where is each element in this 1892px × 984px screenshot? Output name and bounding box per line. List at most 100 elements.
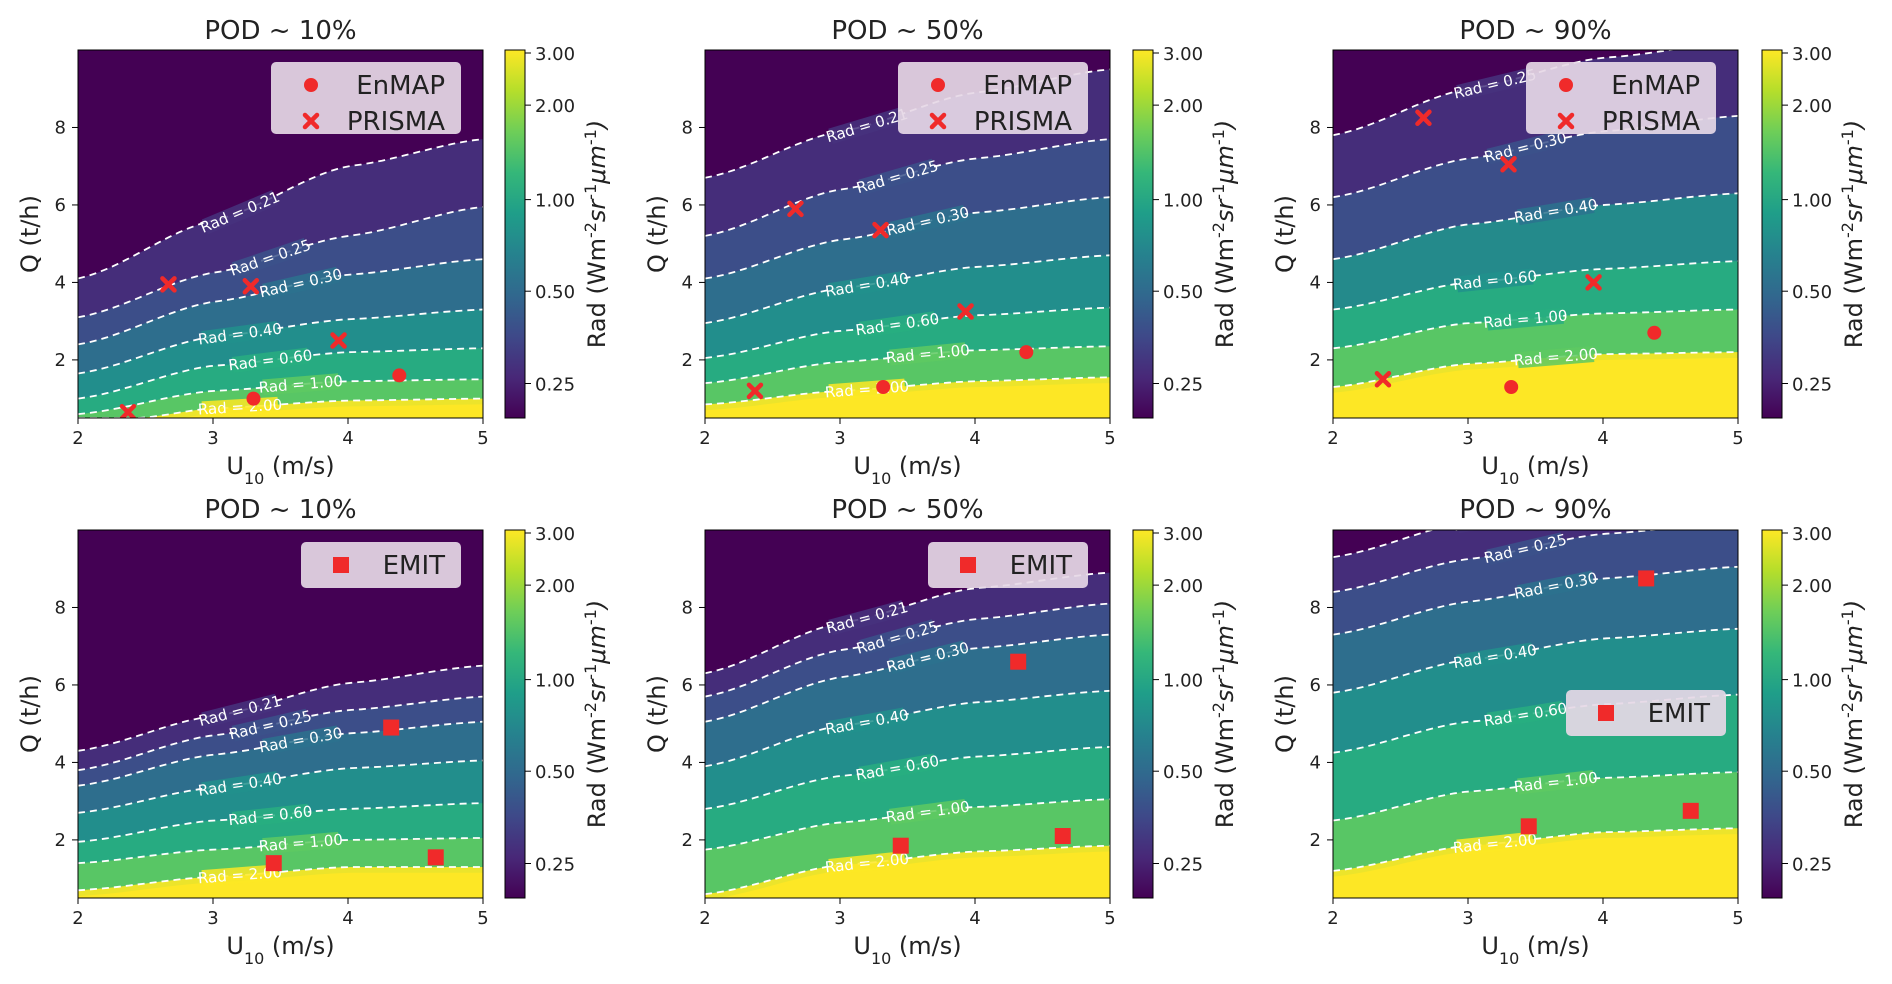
colorbar-tick-label: 0.50 xyxy=(1163,762,1203,783)
legend-label: PRISMA xyxy=(347,107,445,137)
contour-line xyxy=(705,633,1110,723)
colorbar-tick-label: 2.00 xyxy=(535,576,575,597)
axes-frame xyxy=(1332,49,1739,419)
emit-marker xyxy=(1054,828,1071,845)
colorbar-tick-label: 1.00 xyxy=(535,671,575,692)
contour-label-bg xyxy=(889,799,967,825)
y-tick-label: 4 xyxy=(1310,752,1321,773)
prisma-marker-stroke xyxy=(1374,371,1392,388)
x-tick-label: 3 xyxy=(834,908,845,929)
colorbar-tick-label: 2.00 xyxy=(535,96,575,117)
y-tick-label: 8 xyxy=(1310,117,1321,138)
y-tick-label: 4 xyxy=(55,752,66,773)
contour-label-bg xyxy=(828,707,906,737)
colorbar-tick-label: 0.25 xyxy=(1792,375,1832,396)
x-tick-label: 2 xyxy=(1327,428,1338,449)
colorbar-label: Rad (Wm-2sr-1μm-1) xyxy=(1209,600,1240,828)
colorbar xyxy=(1761,529,1783,899)
heatmap-band-max xyxy=(705,383,1110,418)
contour-label-bg xyxy=(888,205,967,238)
contour-label-bg xyxy=(1456,642,1534,671)
prisma-marker xyxy=(746,382,764,400)
contour-line xyxy=(78,397,483,418)
y-axis-label: Q (t/h) xyxy=(16,195,44,273)
legend-box xyxy=(928,542,1088,588)
contour-label-bg xyxy=(1486,130,1565,165)
y-axis-label: Q (t/h) xyxy=(643,675,671,753)
contour-line xyxy=(78,759,483,814)
colorbar-tick-label: 1.00 xyxy=(1792,671,1832,692)
x-tick-label: 5 xyxy=(1104,428,1115,449)
contour-label-bg xyxy=(1486,307,1564,331)
y-tick-label: 4 xyxy=(682,752,693,773)
y-tick-label: 8 xyxy=(682,597,693,618)
x-axis-label: U10 (m/s) xyxy=(1481,932,1589,968)
x-tick-label: 3 xyxy=(834,428,845,449)
prisma-marker-stroke xyxy=(1585,274,1602,291)
prisma-marker xyxy=(872,221,889,239)
enmap-marker xyxy=(392,368,407,383)
chart-title: POD ~ 90% xyxy=(1459,16,1611,46)
contour-line xyxy=(1333,627,1738,694)
prisma-marker xyxy=(957,303,974,320)
prisma-marker xyxy=(330,332,347,349)
emit-marker xyxy=(892,837,909,854)
y-tick-label: 6 xyxy=(682,675,693,696)
prisma-marker-stroke xyxy=(957,303,974,320)
heatmap-band-max xyxy=(181,404,483,418)
x-tick-label: 4 xyxy=(342,428,353,449)
x-tick-label: 2 xyxy=(72,908,83,929)
colorbar-tick-label: 3.00 xyxy=(1792,44,1832,65)
x-tick-label: 2 xyxy=(72,428,83,449)
x-axis-label: U10 (m/s) xyxy=(226,932,334,968)
legend: EMIT xyxy=(301,542,461,588)
x-axis-label: U10 (m/s) xyxy=(853,452,961,488)
legend-box xyxy=(1566,690,1726,736)
y-tick-label: 4 xyxy=(1310,272,1321,293)
axes-frame xyxy=(704,529,1111,899)
prisma-marker-stroke xyxy=(119,403,137,418)
contour-label-bg xyxy=(828,270,906,300)
contour-line xyxy=(78,206,483,319)
colorbar xyxy=(504,529,526,899)
colorbar-tick-label: 0.50 xyxy=(1163,282,1203,303)
colorbar-tick-label: 3.00 xyxy=(535,524,575,545)
legend: EMIT xyxy=(1566,690,1726,736)
y-tick-label: 8 xyxy=(55,117,66,138)
y-tick-label: 2 xyxy=(55,350,66,371)
legend-label: EnMAP xyxy=(983,71,1072,101)
contour-label-bg xyxy=(201,190,279,235)
colorbar-tick-label: 0.25 xyxy=(1792,855,1832,876)
contour-label-bg xyxy=(201,320,279,348)
emit-marker xyxy=(1638,570,1655,587)
contour-label-bg xyxy=(1517,769,1595,795)
colorbar-label: Rad (Wm-2sr-1μm-1) xyxy=(581,600,612,828)
colorbar-tick-label: 3.00 xyxy=(1163,524,1203,545)
x-tick-label: 5 xyxy=(1732,908,1743,929)
x-tick-label: 4 xyxy=(1597,428,1608,449)
y-tick-label: 8 xyxy=(682,117,693,138)
colorbar-tick-label: 0.50 xyxy=(1792,282,1832,303)
x-tick-label: 4 xyxy=(969,908,980,929)
prisma-marker-stroke xyxy=(1500,156,1517,173)
x-tick-label: 2 xyxy=(699,908,710,929)
enmap-marker xyxy=(246,391,261,406)
colorbar-tick-label: 0.50 xyxy=(535,762,575,783)
prisma-marker-stroke xyxy=(1415,109,1432,127)
heatmap-band-max xyxy=(718,851,1110,898)
legend-prisma-marker xyxy=(302,112,320,130)
legend-label: EMIT xyxy=(383,551,446,581)
x-axis-label: U10 (m/s) xyxy=(853,932,961,968)
contour-line xyxy=(78,308,483,375)
x-tick-label: 3 xyxy=(1462,428,1473,449)
contour-label-bg xyxy=(1456,67,1534,101)
colorbar-tick-label: 3.00 xyxy=(535,44,575,65)
legend: EMIT xyxy=(928,542,1088,588)
colorbar-tick-label: 1.00 xyxy=(1163,671,1203,692)
contour-label-bg xyxy=(231,803,310,828)
emit-marker xyxy=(1520,818,1537,835)
x-axis-label: U10 (m/s) xyxy=(1481,452,1589,488)
